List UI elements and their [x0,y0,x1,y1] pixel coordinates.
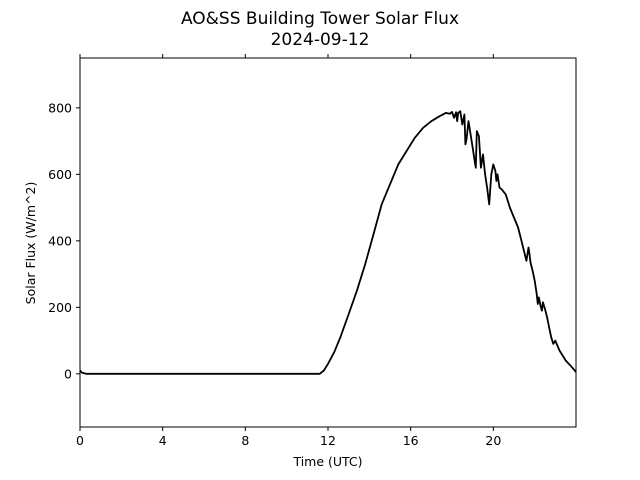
y-tick-label: 400 [48,233,72,248]
y-tick-label: 800 [48,100,72,115]
y-axis-label: Solar Flux (W/m^2) [23,182,38,305]
x-tick-label: 4 [159,433,167,448]
chart-subtitle: 2024-09-12 [271,30,370,50]
y-tick-label: 200 [48,300,72,315]
y-tick-label: 600 [48,167,72,182]
x-tick-label: 12 [320,433,336,448]
x-tick-label: 8 [241,433,249,448]
plot-area [79,57,577,428]
x-tick-label: 0 [76,433,84,448]
plot-frame [79,57,577,428]
x-tick-label: 20 [485,433,501,448]
x-tick-label: 16 [403,433,419,448]
x-axis: 0 4 8 12 16 20 [76,54,501,448]
y-tick-label: 0 [64,366,72,381]
y-axis: 0 200 400 600 800 [48,100,80,381]
x-axis-label: Time (UTC) [292,454,362,469]
chart-title: AO&SS Building Tower Solar Flux [181,9,459,29]
series-line-solar-flux [79,110,577,375]
